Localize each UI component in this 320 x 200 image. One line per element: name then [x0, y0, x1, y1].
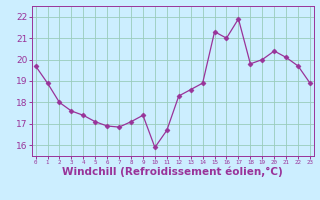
- X-axis label: Windchill (Refroidissement éolien,°C): Windchill (Refroidissement éolien,°C): [62, 167, 283, 177]
